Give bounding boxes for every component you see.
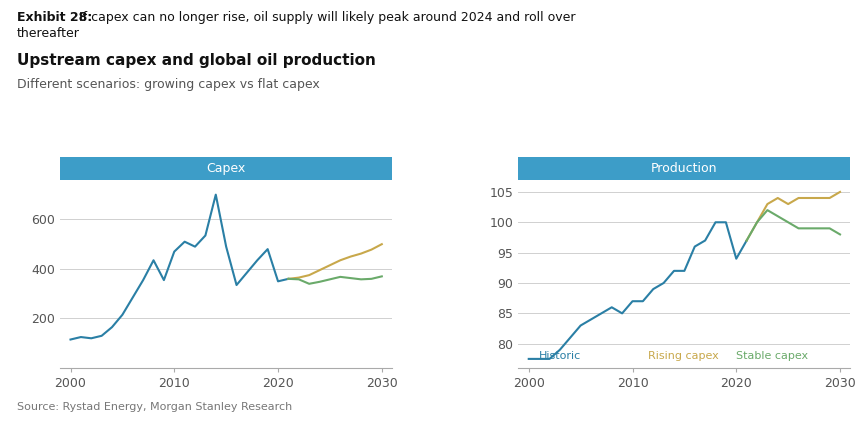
- Text: Different scenarios: growing capex vs flat capex: Different scenarios: growing capex vs fl…: [17, 78, 320, 91]
- Text: Source: Rystad Energy, Morgan Stanley Research: Source: Rystad Energy, Morgan Stanley Re…: [17, 402, 292, 412]
- Text: Production: Production: [651, 162, 717, 175]
- Text: Rising capex: Rising capex: [648, 351, 719, 361]
- Text: Upstream capex and global oil production: Upstream capex and global oil production: [17, 53, 376, 68]
- Text: Stable capex: Stable capex: [736, 351, 808, 361]
- Text: If capex can no longer rise, oil supply will likely peak around 2024 and roll ov: If capex can no longer rise, oil supply …: [79, 11, 576, 24]
- Text: Capex: Capex: [206, 162, 246, 175]
- Text: thereafter: thereafter: [17, 27, 80, 41]
- Text: Historic: Historic: [539, 351, 582, 361]
- Text: Exhibit 28:: Exhibit 28:: [17, 11, 93, 24]
